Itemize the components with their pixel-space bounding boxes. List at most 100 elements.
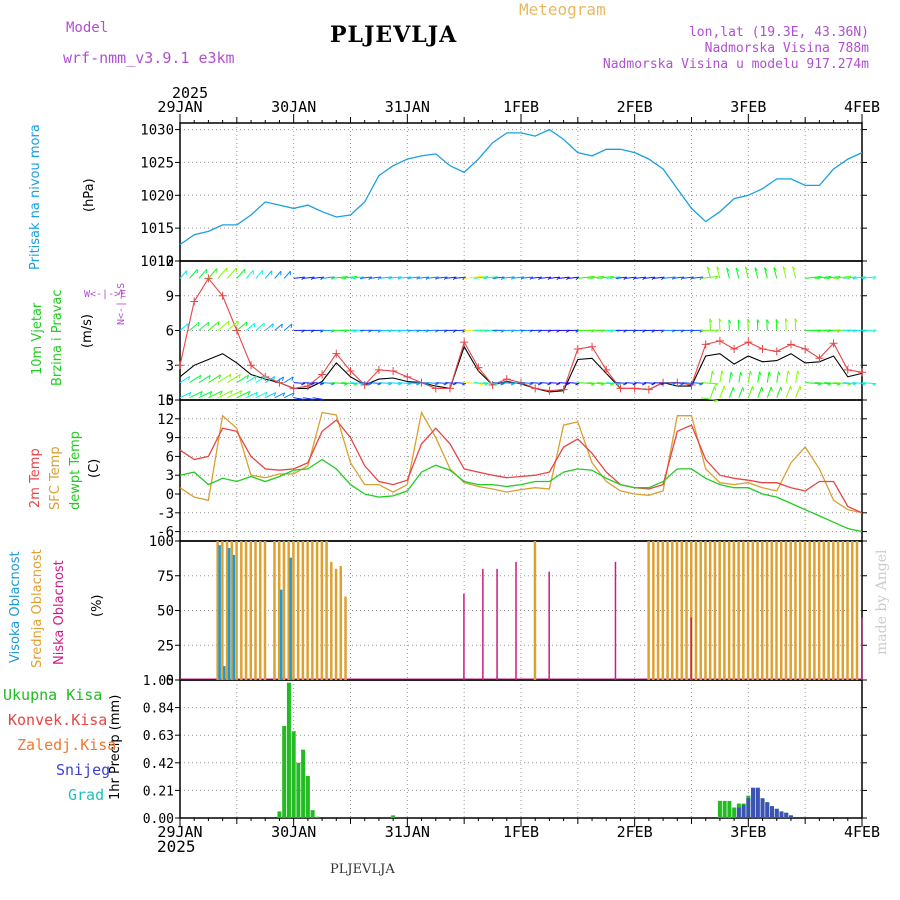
wind-arrow bbox=[283, 376, 294, 384]
y-tick-label: 0.42 bbox=[143, 757, 174, 772]
wind-gust-marker bbox=[815, 354, 824, 363]
wind-arrow bbox=[236, 374, 249, 384]
wind-arrow-head bbox=[200, 391, 203, 396]
wind-arrow-head bbox=[230, 390, 233, 395]
wind-arrow-head bbox=[780, 386, 783, 391]
wind-arrow bbox=[236, 390, 251, 399]
cloud-bar bbox=[330, 561, 333, 680]
wind-gust-marker bbox=[701, 340, 710, 349]
wind-arrow-head bbox=[716, 266, 720, 270]
wind-arrow bbox=[416, 382, 430, 384]
precip-bar-snow bbox=[788, 815, 793, 818]
wind-gust-marker bbox=[616, 384, 625, 393]
wind-arrow-head bbox=[255, 392, 259, 397]
cloud-bar bbox=[240, 541, 243, 680]
x-label-bottom: 31JAN bbox=[385, 823, 430, 841]
wind-arrow-head bbox=[207, 322, 210, 327]
wind-arrow-head bbox=[797, 370, 800, 375]
cloud-bar bbox=[254, 541, 257, 680]
wind-arrow bbox=[558, 382, 570, 384]
wind-arrow-head bbox=[651, 382, 656, 386]
precip-bar-rain bbox=[277, 811, 282, 818]
wind-gust-marker bbox=[531, 384, 540, 393]
wind-arrow bbox=[283, 270, 291, 279]
cloud-bar-low bbox=[861, 617, 863, 680]
wind-arrow bbox=[756, 319, 759, 331]
wind-arrow-head bbox=[790, 385, 793, 391]
wind-arrow-head bbox=[547, 382, 552, 386]
wind-arrow bbox=[397, 382, 412, 385]
wind-arrow bbox=[388, 276, 402, 279]
wind-gust-marker bbox=[403, 372, 412, 381]
cloud-bar bbox=[227, 547, 231, 680]
wind-arrow bbox=[483, 382, 498, 385]
wind-arrow bbox=[539, 382, 552, 384]
wind-compass-we: W<-|->E bbox=[84, 289, 127, 300]
wind-arrow bbox=[265, 392, 277, 399]
elevation-label: Nadmorska Visina 788m bbox=[704, 41, 869, 56]
y-tick-label: -6 bbox=[157, 525, 174, 541]
cloud-bar bbox=[315, 541, 319, 680]
wind-arrow-head bbox=[714, 383, 719, 386]
wind-gust-marker bbox=[318, 370, 327, 379]
precip-bar-rain bbox=[282, 726, 287, 818]
precip-bar-rain bbox=[301, 749, 306, 818]
wind-arrow bbox=[700, 397, 719, 402]
wind-arrow bbox=[340, 382, 358, 385]
wind-arrow bbox=[776, 371, 779, 383]
precip-bar-rain bbox=[315, 816, 320, 818]
wind-arrow bbox=[794, 318, 797, 331]
wind-arrow bbox=[861, 382, 877, 385]
wind-arrow bbox=[792, 266, 797, 279]
wind-arrow bbox=[728, 319, 730, 331]
wind-arrow-head bbox=[239, 390, 243, 395]
wind-gust-marker bbox=[502, 375, 511, 384]
precip-bar-rain bbox=[291, 731, 296, 818]
cloud-bar bbox=[832, 541, 835, 680]
cloud-bar bbox=[704, 541, 707, 680]
wind-arrow bbox=[606, 382, 621, 385]
wind-arrow bbox=[716, 266, 721, 279]
cloud-bar bbox=[218, 545, 221, 680]
wind-arrow bbox=[198, 268, 208, 279]
precip-bar-snow bbox=[774, 808, 779, 818]
y-tick-label: 0.21 bbox=[143, 784, 174, 799]
y-tick-label: 6 bbox=[166, 324, 174, 340]
wind-arrow-head bbox=[827, 383, 832, 386]
wind-arrow-head bbox=[732, 387, 735, 392]
wind-arrow-head bbox=[872, 329, 877, 333]
sfc-temp-line bbox=[179, 410, 863, 514]
x-label-bottom: 4FEB bbox=[844, 823, 880, 841]
cloud-bar bbox=[746, 541, 750, 680]
cloud-bar bbox=[851, 541, 854, 680]
precip-bar-rain bbox=[296, 762, 301, 818]
cloud-bar bbox=[723, 541, 726, 680]
wind-arrow bbox=[264, 270, 273, 279]
wind-arrow bbox=[549, 276, 560, 279]
cloud-bar bbox=[708, 541, 712, 680]
wind-arrow-head bbox=[852, 383, 857, 386]
precip-bar-rain bbox=[727, 800, 732, 818]
wind-arrow-head bbox=[281, 376, 285, 381]
wind-arrow bbox=[454, 382, 466, 384]
y-tick-label: 15 bbox=[157, 393, 174, 409]
y-tick-label: 1015 bbox=[140, 221, 174, 237]
wind-arrow bbox=[653, 276, 665, 279]
wind-arrow bbox=[426, 382, 439, 384]
wind-gust-marker bbox=[644, 385, 653, 394]
wind-arrow-head bbox=[245, 321, 248, 327]
wind-arrow-head bbox=[714, 275, 719, 280]
wind-arrow bbox=[255, 375, 267, 384]
wind-arrow bbox=[274, 270, 282, 279]
wind-arrow bbox=[255, 391, 268, 399]
wind-gust-marker bbox=[715, 336, 724, 345]
model-elevation-label: Nadmorska Visina u modelu 917.274m bbox=[602, 57, 869, 72]
lonlat-label: lon,lat (19.3E, 43.36N) bbox=[688, 25, 869, 40]
y-tick-label: 3 bbox=[166, 358, 174, 374]
y-tick-label: 0 bbox=[166, 393, 174, 409]
wind-arrow bbox=[359, 382, 372, 384]
wind-arrow bbox=[776, 386, 782, 398]
wind-arrow-head bbox=[714, 386, 717, 391]
wind-arrow bbox=[747, 318, 749, 331]
wind-arrow bbox=[814, 275, 831, 279]
